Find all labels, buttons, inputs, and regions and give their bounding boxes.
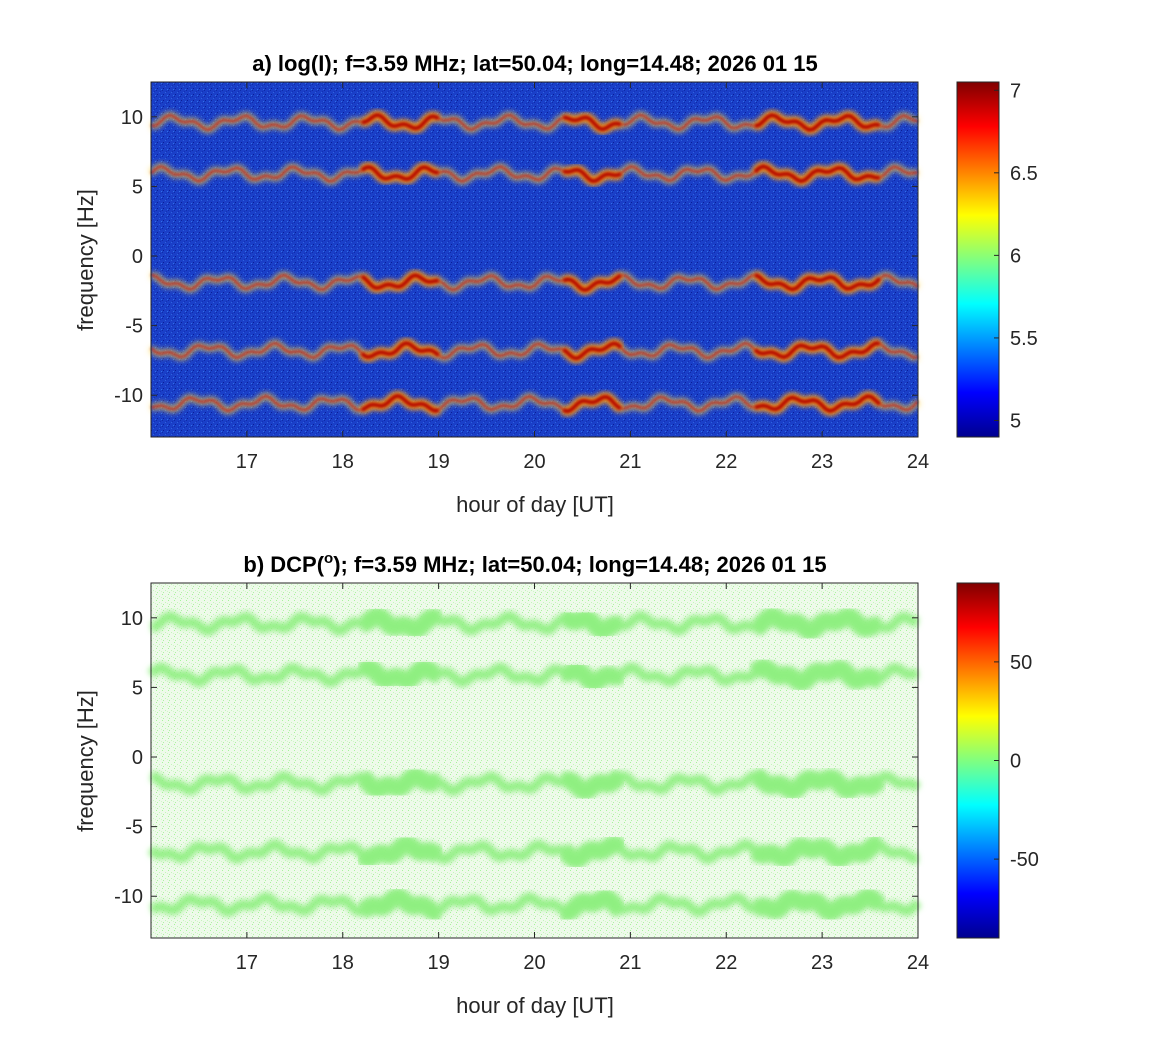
colorbar-tick-label: 6 <box>1010 245 1021 267</box>
x-tick-label: 24 <box>907 952 929 974</box>
colorbar-tick-label: 5 <box>1010 410 1021 432</box>
panel-a-colorbar-ticks: 7 6.5 6 5.5 5 <box>994 80 1038 432</box>
enhanced-band-segment <box>560 661 626 692</box>
enhanced-band-segment <box>562 609 624 640</box>
enhanced-band-segment <box>751 767 886 801</box>
enhanced-band-core <box>562 341 623 361</box>
panel-b-title: b) DCP(o); f=3.59 MHz; lat=50.04; long=1… <box>243 550 826 577</box>
enhanced-band-core <box>754 272 882 292</box>
panel-a-x-ticks: 17 18 19 20 21 22 23 24 <box>236 82 929 473</box>
panel-b-emission-bands <box>147 606 922 922</box>
enhanced-band-segment <box>752 887 886 922</box>
panel-b-colorbar-ticks: 50 0 -50 <box>994 652 1039 871</box>
enhanced-band-segment <box>356 659 439 690</box>
enhanced-band-core <box>360 393 440 413</box>
y-tick-label: 0 <box>132 747 143 769</box>
x-tick-label: 18 <box>332 952 354 974</box>
x-tick-label: 23 <box>811 952 833 974</box>
colorbar-tick-label: -50 <box>1010 849 1039 871</box>
panel-b-y-ticks: 10 5 0 -5 -10 <box>114 608 918 908</box>
enhanced-band-core <box>361 112 440 131</box>
y-tick-label: 0 <box>132 246 143 268</box>
panel-b-x-ticks: 17 18 19 20 21 22 23 24 <box>236 583 929 974</box>
enhanced-band-core <box>754 112 881 133</box>
y-tick-label: 5 <box>132 677 143 699</box>
y-tick-label: 10 <box>121 608 143 630</box>
x-tick-label: 19 <box>428 451 450 473</box>
colorbar-tick-label: 5.5 <box>1010 328 1038 350</box>
panel-a-colorbar <box>956 81 1000 438</box>
enhanced-band-segment <box>748 657 880 692</box>
enhanced-band-segment <box>749 835 881 869</box>
colorbar-tick-label: 7 <box>1010 80 1021 102</box>
panel-b-plot-area <box>151 583 918 938</box>
panel-a-plot-area <box>151 82 918 437</box>
y-tick-label: -5 <box>125 316 143 338</box>
x-tick-label: 17 <box>236 952 258 974</box>
x-tick-label: 21 <box>619 451 641 473</box>
y-tick-label: -10 <box>114 385 143 407</box>
panel-a-y-axis-label: frequency [Hz] <box>73 189 98 331</box>
enhanced-band-segment <box>752 606 882 641</box>
enhanced-band-segment <box>360 606 443 639</box>
x-tick-label: 19 <box>428 952 450 974</box>
x-tick-label: 23 <box>811 451 833 473</box>
panel-b-colorbar <box>956 582 1000 939</box>
panel-b: b) DCP(o); f=3.59 MHz; lat=50.04; long=1… <box>73 550 1039 1018</box>
enhanced-band-core <box>562 167 622 184</box>
enhanced-band-core <box>753 341 880 360</box>
x-tick-label: 21 <box>619 952 641 974</box>
enhanced-band-core <box>360 273 439 291</box>
colorbar-tick-label: 0 <box>1010 751 1021 773</box>
panel-a: a) log(I); f=3.59 MHz; lat=50.04; long=1… <box>73 51 1038 517</box>
enhanced-band-core <box>562 394 622 414</box>
y-tick-label: -5 <box>125 817 143 839</box>
x-tick-label: 24 <box>907 451 929 473</box>
x-tick-label: 18 <box>332 451 354 473</box>
enhanced-band-segment <box>558 835 627 869</box>
enhanced-band-segment <box>355 835 445 867</box>
x-tick-label: 22 <box>715 952 737 974</box>
x-tick-label: 20 <box>523 952 545 974</box>
enhanced-band-core <box>563 115 622 132</box>
x-tick-label: 17 <box>236 451 258 473</box>
enhanced-band-segment <box>561 768 626 801</box>
panel-a-emission-bands <box>148 110 921 416</box>
enhanced-band-core <box>753 164 880 184</box>
y-tick-label: 5 <box>132 176 143 198</box>
enhanced-band-core <box>360 165 439 182</box>
x-tick-label: 22 <box>715 451 737 473</box>
enhanced-band-core <box>562 273 622 293</box>
colorbar-tick-label: 6.5 <box>1010 163 1038 185</box>
panel-a-title: a) log(I); f=3.59 MHz; lat=50.04; long=1… <box>252 51 818 76</box>
enhanced-band-segment <box>357 767 439 799</box>
panel-a-y-ticks: 10 5 0 -5 -10 <box>114 107 918 407</box>
panel-b-x-axis-label: hour of day [UT] <box>456 993 614 1018</box>
colorbar-tick-label: 50 <box>1010 652 1032 674</box>
enhanced-band-segment <box>357 887 442 922</box>
y-tick-label: -10 <box>114 886 143 908</box>
enhanced-band-core <box>360 341 440 359</box>
panel-a-x-axis-label: hour of day [UT] <box>456 492 614 517</box>
panel-b-y-axis-label: frequency [Hz] <box>73 690 98 832</box>
enhanced-band-segment <box>558 888 625 922</box>
enhanced-band-core <box>754 394 882 414</box>
y-tick-label: 10 <box>121 107 143 129</box>
x-tick-label: 20 <box>523 451 545 473</box>
